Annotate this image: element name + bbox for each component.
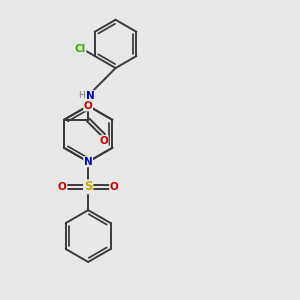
Text: N: N [84, 157, 92, 167]
Text: H: H [78, 91, 85, 100]
Text: O: O [110, 182, 118, 192]
Text: S: S [84, 180, 92, 193]
Text: O: O [84, 101, 92, 111]
Text: Cl: Cl [75, 44, 86, 54]
Text: O: O [58, 182, 67, 192]
Text: N: N [86, 91, 95, 101]
Text: O: O [99, 136, 108, 146]
